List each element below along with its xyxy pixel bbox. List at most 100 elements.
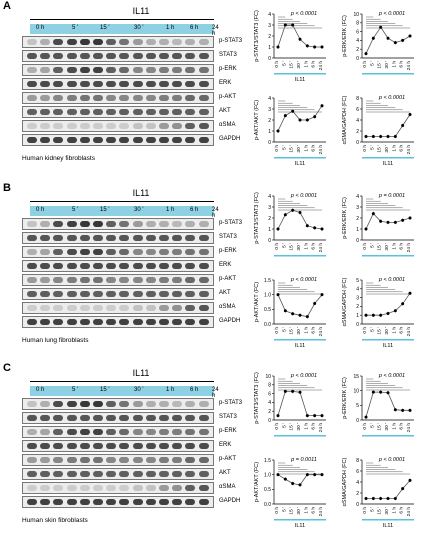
data-point (291, 23, 295, 27)
y-tick-label: 0 (356, 238, 359, 244)
data-point (408, 34, 412, 38)
blot-band (40, 471, 51, 477)
data-point (291, 208, 295, 212)
y-tick-label: 8 (356, 458, 359, 464)
blot-band (27, 305, 37, 311)
x-tick-label: 1 h (391, 243, 397, 250)
blot-band (66, 137, 77, 143)
blot-band (27, 221, 37, 227)
time-label: 0 h (36, 387, 45, 393)
blot-band (185, 39, 196, 45)
x-tick-label: 6 h (399, 423, 405, 430)
blot-band (145, 81, 156, 87)
data-point (371, 212, 375, 216)
blot-band (79, 415, 90, 421)
x-tick-label: 5 ' (369, 327, 375, 332)
blot-band (27, 277, 37, 283)
blot-band (198, 291, 209, 297)
y-tick-label: 0 (268, 140, 271, 146)
blot-band (119, 277, 130, 283)
y-tick-label: 0.0 (264, 322, 271, 328)
western-blot-strip (22, 260, 214, 272)
blot-label: p-ERK (219, 428, 237, 434)
blot-band (27, 471, 37, 477)
data-point (313, 226, 317, 230)
data-point (371, 135, 375, 138)
blot-band (172, 53, 183, 59)
x-tick-label: 5 ' (281, 507, 287, 512)
blot-band (145, 249, 156, 255)
blot-band (27, 401, 37, 407)
data-point (305, 414, 309, 418)
blot-band (145, 123, 156, 129)
blot-band (40, 429, 51, 435)
blot-band (172, 109, 183, 115)
series-line (277, 391, 322, 416)
time-label: 30 ' (134, 207, 144, 213)
blot-band (119, 319, 130, 325)
western-blot-strip (22, 246, 214, 258)
blot-label: p-ERK (219, 66, 237, 72)
x-tick-label: 1 h (391, 145, 397, 152)
blot-band (93, 429, 103, 435)
x-tick-label: 5 ' (369, 61, 375, 66)
blot-band (53, 221, 64, 227)
blot-band (159, 471, 169, 477)
blot-band (106, 319, 117, 325)
blot-label: p-AKT (219, 456, 237, 462)
blot-band (198, 415, 209, 421)
x-tick-label: 5 ' (369, 145, 375, 150)
blot-band (66, 319, 77, 325)
data-point (283, 23, 287, 27)
blot-band (159, 457, 169, 463)
data-point (320, 45, 324, 49)
blot-label: ERK (219, 442, 232, 448)
blot-band (145, 415, 156, 421)
blot-band (159, 443, 169, 449)
blot-label: αSMA (219, 122, 236, 128)
blot-band (27, 263, 37, 269)
blot-band (93, 305, 103, 311)
y-tick-label: 0 (268, 56, 271, 62)
y-tick-label: 4 (356, 194, 359, 200)
panel-letter: B (3, 182, 11, 194)
blot-band (119, 443, 130, 449)
blot-band (106, 53, 117, 59)
x-tick-label: 0 h (362, 327, 368, 334)
blot-band (27, 415, 37, 421)
blot-band (198, 235, 209, 241)
time-label: 6 h (190, 25, 199, 31)
blot-label: STAT3 (219, 414, 237, 420)
blot-label: p-STAT3 (219, 400, 243, 406)
x-tick-label: 24 h (318, 507, 324, 517)
blot-band (93, 499, 103, 505)
blot-band (106, 67, 117, 73)
data-point (313, 301, 317, 305)
x-tick-label: 0 h (274, 61, 280, 68)
blot-band (79, 235, 90, 241)
blot-band (79, 499, 90, 505)
blot-band (159, 305, 169, 311)
blot-band (106, 485, 117, 491)
blot-band (145, 443, 156, 449)
blot-band (198, 53, 209, 59)
y-tick-label: 2 (356, 304, 359, 310)
data-point (298, 211, 302, 214)
x-tick-label: 24 h (406, 327, 412, 337)
blot-band (132, 401, 143, 407)
y-tick-label: 6 (356, 469, 359, 475)
x-axis-label: IL11 (383, 523, 393, 529)
western-blot-strip (22, 440, 214, 452)
blot-band (27, 457, 37, 463)
data-point (291, 312, 295, 316)
blot-label: AKT (219, 290, 231, 296)
y-tick-label: 6 (356, 107, 359, 113)
blot-band (132, 471, 143, 477)
blot-band (132, 415, 143, 421)
blot-band (93, 319, 103, 325)
x-tick-label: 24 h (406, 145, 412, 155)
western-blot-strip (22, 288, 214, 300)
